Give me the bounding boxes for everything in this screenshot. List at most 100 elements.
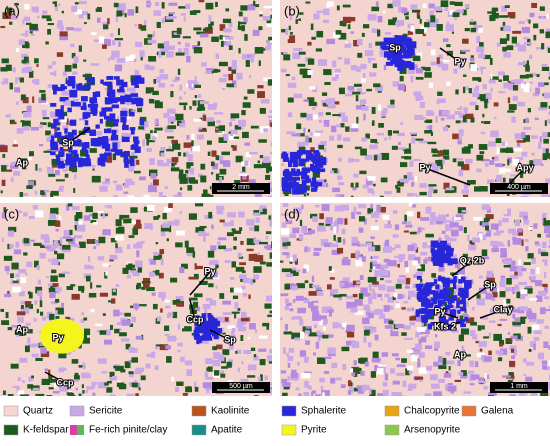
grain [148, 40, 157, 44]
grain [335, 74, 339, 79]
sphalerite [448, 297, 455, 303]
grain [3, 78, 8, 84]
grain [537, 234, 541, 238]
grain [475, 361, 478, 367]
grain [61, 303, 64, 307]
grain [541, 163, 543, 165]
grain [345, 43, 352, 47]
grain [368, 342, 372, 347]
legend-swatch [4, 406, 18, 416]
grain [513, 238, 522, 245]
sphalerite [57, 87, 63, 91]
grain [160, 69, 164, 73]
grain [521, 196, 529, 199]
grain [44, 244, 52, 246]
grain [408, 384, 413, 391]
grain [47, 29, 51, 35]
grain [113, 195, 117, 197]
grain [508, 240, 510, 246]
grain [521, 152, 527, 157]
grain [522, 27, 530, 33]
sphalerite [294, 182, 300, 186]
grain [83, 60, 86, 62]
grain [499, 168, 505, 174]
grain [420, 19, 422, 24]
grain [144, 195, 150, 200]
grain [221, 152, 230, 156]
grain [372, 107, 376, 114]
grain [505, 169, 511, 172]
grain [382, 270, 389, 276]
grain [119, 332, 127, 336]
grain [157, 22, 161, 28]
grain [304, 246, 307, 252]
grain [360, 371, 364, 376]
grain [402, 222, 407, 225]
grain [491, 248, 498, 252]
grain [227, 362, 232, 368]
grain [490, 18, 496, 21]
grain [416, 267, 422, 269]
grain [60, 237, 62, 243]
grain [67, 392, 73, 395]
grain [531, 258, 535, 264]
grain [242, 167, 245, 172]
grain [369, 72, 376, 76]
grain [202, 128, 206, 130]
grain [263, 156, 270, 163]
grain [208, 152, 211, 156]
grain [44, 237, 50, 243]
sphalerite [113, 122, 118, 126]
grain [42, 15, 51, 18]
grain [136, 6, 139, 13]
grain [381, 178, 388, 183]
grain [423, 259, 427, 264]
sphalerite [440, 241, 447, 245]
grain [351, 373, 355, 376]
sphalerite [131, 93, 138, 97]
grain [200, 164, 205, 170]
grain [412, 308, 414, 311]
grain [546, 32, 550, 39]
grain [357, 67, 364, 69]
grain [433, 150, 439, 153]
grain [240, 335, 243, 341]
grain [65, 65, 72, 72]
grain [485, 293, 493, 299]
grain [360, 275, 364, 280]
grain [159, 249, 164, 254]
sphalerite [198, 326, 206, 330]
grain [368, 58, 371, 63]
grain [238, 48, 240, 54]
legend-swatch [192, 425, 206, 435]
sphalerite [83, 102, 87, 106]
grain [430, 15, 435, 22]
grain [224, 135, 229, 141]
grain [23, 212, 27, 216]
grain [93, 222, 98, 224]
grain [329, 136, 334, 141]
grain [476, 169, 481, 173]
grain [352, 92, 360, 95]
grain [186, 369, 192, 376]
grain [300, 113, 306, 118]
grain [322, 392, 324, 397]
grain [485, 163, 489, 167]
grain [288, 39, 295, 43]
grain [371, 371, 376, 378]
grain [162, 224, 170, 228]
grain [195, 85, 202, 88]
grain [100, 330, 107, 335]
grain [99, 36, 105, 43]
grain [520, 289, 527, 294]
grain [481, 325, 484, 329]
sphalerite [298, 171, 301, 175]
grain [147, 205, 155, 211]
grain [178, 69, 180, 75]
grain [368, 277, 377, 283]
grain [59, 245, 62, 249]
grain [259, 206, 263, 212]
grain [339, 294, 346, 297]
sphalerite [88, 104, 95, 108]
sphalerite [68, 76, 75, 83]
